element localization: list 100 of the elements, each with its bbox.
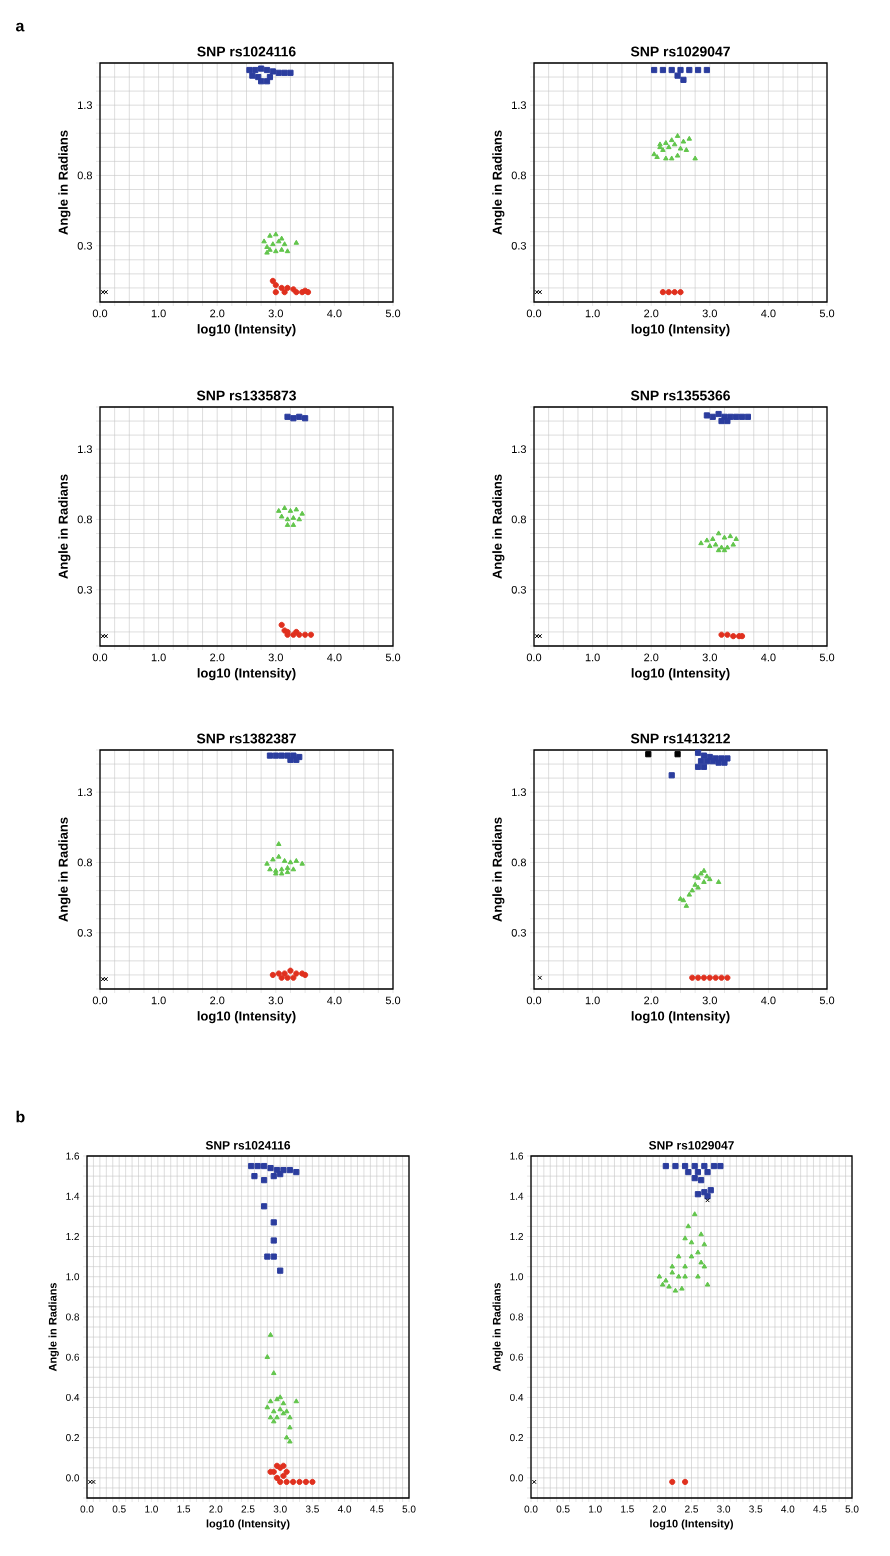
x-tick-label: 4.5 — [370, 1505, 384, 1513]
x-tick-label: 3.5 — [305, 1505, 319, 1513]
y-tick-label: 0.4 — [510, 1393, 524, 1401]
x-axis-title: log10 (Intensity) — [631, 1011, 730, 1024]
y-tick-label: 0.8 — [66, 1313, 80, 1321]
x-tick-label: 1.0 — [151, 996, 166, 1005]
y-tick-label: 0.3 — [511, 585, 526, 594]
x-tick-label: 0.0 — [92, 653, 108, 662]
y-axis-title: Angle in Radians — [58, 474, 71, 579]
x-tick-label: 0.0 — [92, 996, 108, 1005]
x-axis-title: log10 (Intensity) — [631, 324, 730, 337]
y-tick-label: 0.6 — [66, 1353, 80, 1361]
y-tick-label: 0.8 — [77, 171, 92, 180]
y-tick-label: 0.3 — [511, 928, 526, 937]
x-tick-label: 1.0 — [145, 1505, 158, 1513]
x-tick-label: 3.0 — [717, 1505, 731, 1513]
y-axis-title: Angle in Radians — [58, 130, 71, 235]
x-tick-label: 2.0 — [210, 653, 225, 662]
x-tick-label: 2.0 — [644, 996, 659, 1005]
x-tick-label: 3.0 — [702, 309, 717, 318]
y-tick-label: 1.0 — [510, 1273, 524, 1281]
text: a — [15, 22, 25, 32]
x-tick-label: 1.0 — [151, 653, 166, 662]
y-tick-label: 0.8 — [511, 171, 526, 180]
chart-title: SNP rs1029047 — [648, 1141, 734, 1150]
chart-title: SNP rs1382387 — [196, 733, 296, 744]
x-tick-label: 2.0 — [210, 309, 225, 318]
x-tick-label: 3.0 — [268, 309, 283, 318]
x-tick-label: 1.5 — [621, 1505, 634, 1513]
x-tick-label: 3.0 — [702, 653, 717, 662]
y-tick-label: 1.3 — [78, 788, 92, 797]
x-tick-label: 4.0 — [761, 309, 776, 318]
x-tick-label: 2.0 — [644, 653, 659, 662]
x-tick-label: 5.0 — [819, 996, 835, 1005]
y-tick-label: 0.2 — [510, 1434, 523, 1442]
x-tick-label: 3.5 — [749, 1505, 763, 1513]
x-axis-title: log10 (Intensity) — [650, 1519, 733, 1530]
x-tick-label: 4.0 — [337, 1505, 352, 1513]
x-tick-label: 0.0 — [526, 309, 542, 318]
y-axis-title: Angle in Radians — [58, 817, 71, 922]
x-tick-label: 4.0 — [327, 996, 342, 1005]
x-tick-label: 0.5 — [112, 1505, 126, 1513]
y-axis-title: Angle in Radians — [48, 1283, 59, 1372]
x-axis-title: log10 (Intensity) — [206, 1519, 290, 1530]
x-axis-title: log10 (Intensity) — [197, 1011, 296, 1024]
x-tick-label: 0.5 — [556, 1505, 570, 1513]
chart-title: SNP rs1024116 — [205, 1141, 291, 1150]
x-tick-label: 4.0 — [761, 653, 776, 662]
y-tick-label: 1.2 — [66, 1232, 79, 1240]
y-tick-label: 1.6 — [510, 1152, 524, 1160]
x-tick-label: 0.0 — [526, 653, 542, 662]
x-tick-label: 5.0 — [819, 653, 835, 662]
y-tick-label: 1.3 — [512, 445, 526, 454]
y-tick-label: 0.3 — [511, 241, 526, 250]
y-tick-label: 1.3 — [78, 101, 92, 110]
x-tick-label: 4.0 — [327, 653, 342, 662]
x-tick-label: 1.0 — [585, 653, 600, 662]
y-tick-label: 0.8 — [511, 515, 526, 524]
y-axis-title: Angle in Radians — [492, 1283, 503, 1372]
y-tick-label: 0.4 — [66, 1393, 80, 1401]
chart-title: SNP rs1355366 — [630, 390, 730, 401]
chart-title: SNP rs1413212 — [630, 733, 730, 744]
x-tick-label: 4.0 — [327, 309, 342, 318]
x-tick-label: 5.0 — [819, 309, 835, 318]
y-tick-label: 1.3 — [512, 788, 526, 797]
x-tick-label: 2.5 — [241, 1505, 255, 1513]
x-tick-label: 5.0 — [385, 309, 401, 318]
x-tick-label: 5.0 — [385, 996, 401, 1005]
y-tick-label: 1.3 — [512, 101, 526, 110]
y-tick-label: 0.0 — [510, 1474, 524, 1482]
x-tick-label: 4.5 — [813, 1505, 827, 1513]
x-tick-label: 0.0 — [526, 996, 542, 1005]
x-tick-label: 0.0 — [92, 309, 108, 318]
x-tick-label: 3.0 — [702, 996, 717, 1005]
y-tick-label: 0.6 — [510, 1353, 524, 1361]
y-tick-label: 0.3 — [77, 585, 92, 594]
y-tick-label: 0.3 — [77, 928, 92, 937]
y-tick-label: 0.8 — [510, 1313, 524, 1321]
chart-title: SNP rs1024116 — [197, 46, 296, 57]
x-axis-title: log10 (Intensity) — [197, 668, 296, 681]
y-tick-label: 1.6 — [66, 1152, 80, 1160]
x-tick-label: 2.0 — [209, 1505, 223, 1513]
x-tick-label: 1.5 — [177, 1505, 191, 1513]
y-tick-label: 0.3 — [77, 241, 92, 250]
x-tick-label: 1.0 — [585, 309, 600, 318]
x-tick-label: 5.0 — [385, 653, 401, 662]
y-tick-label: 1.4 — [66, 1192, 80, 1200]
x-tick-label: 2.0 — [210, 996, 225, 1005]
y-tick-label: 0.2 — [66, 1434, 79, 1442]
y-tick-label: 1.2 — [510, 1232, 523, 1240]
x-tick-label: 0.0 — [524, 1505, 538, 1513]
y-tick-label: 0.8 — [77, 858, 92, 867]
text: b — [16, 1110, 25, 1123]
y-axis-title: Angle in Radians — [492, 474, 505, 579]
y-tick-label: 0.8 — [77, 515, 92, 524]
y-tick-label: 0.0 — [66, 1474, 80, 1482]
x-tick-label: 3.0 — [273, 1505, 287, 1513]
x-tick-label: 1.0 — [151, 309, 166, 318]
x-axis-title: log10 (Intensity) — [197, 324, 296, 337]
chart-title: SNP rs1029047 — [630, 46, 730, 57]
